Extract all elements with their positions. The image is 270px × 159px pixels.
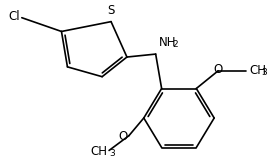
Text: NH: NH bbox=[159, 36, 176, 49]
Text: Cl: Cl bbox=[8, 10, 20, 23]
Text: S: S bbox=[107, 4, 115, 17]
Text: CH: CH bbox=[249, 64, 266, 77]
Text: O: O bbox=[214, 63, 223, 76]
Text: 2: 2 bbox=[173, 40, 178, 49]
Text: O: O bbox=[119, 130, 128, 143]
Text: 3: 3 bbox=[262, 68, 268, 77]
Text: 3: 3 bbox=[109, 149, 115, 158]
Text: CH: CH bbox=[90, 145, 107, 158]
